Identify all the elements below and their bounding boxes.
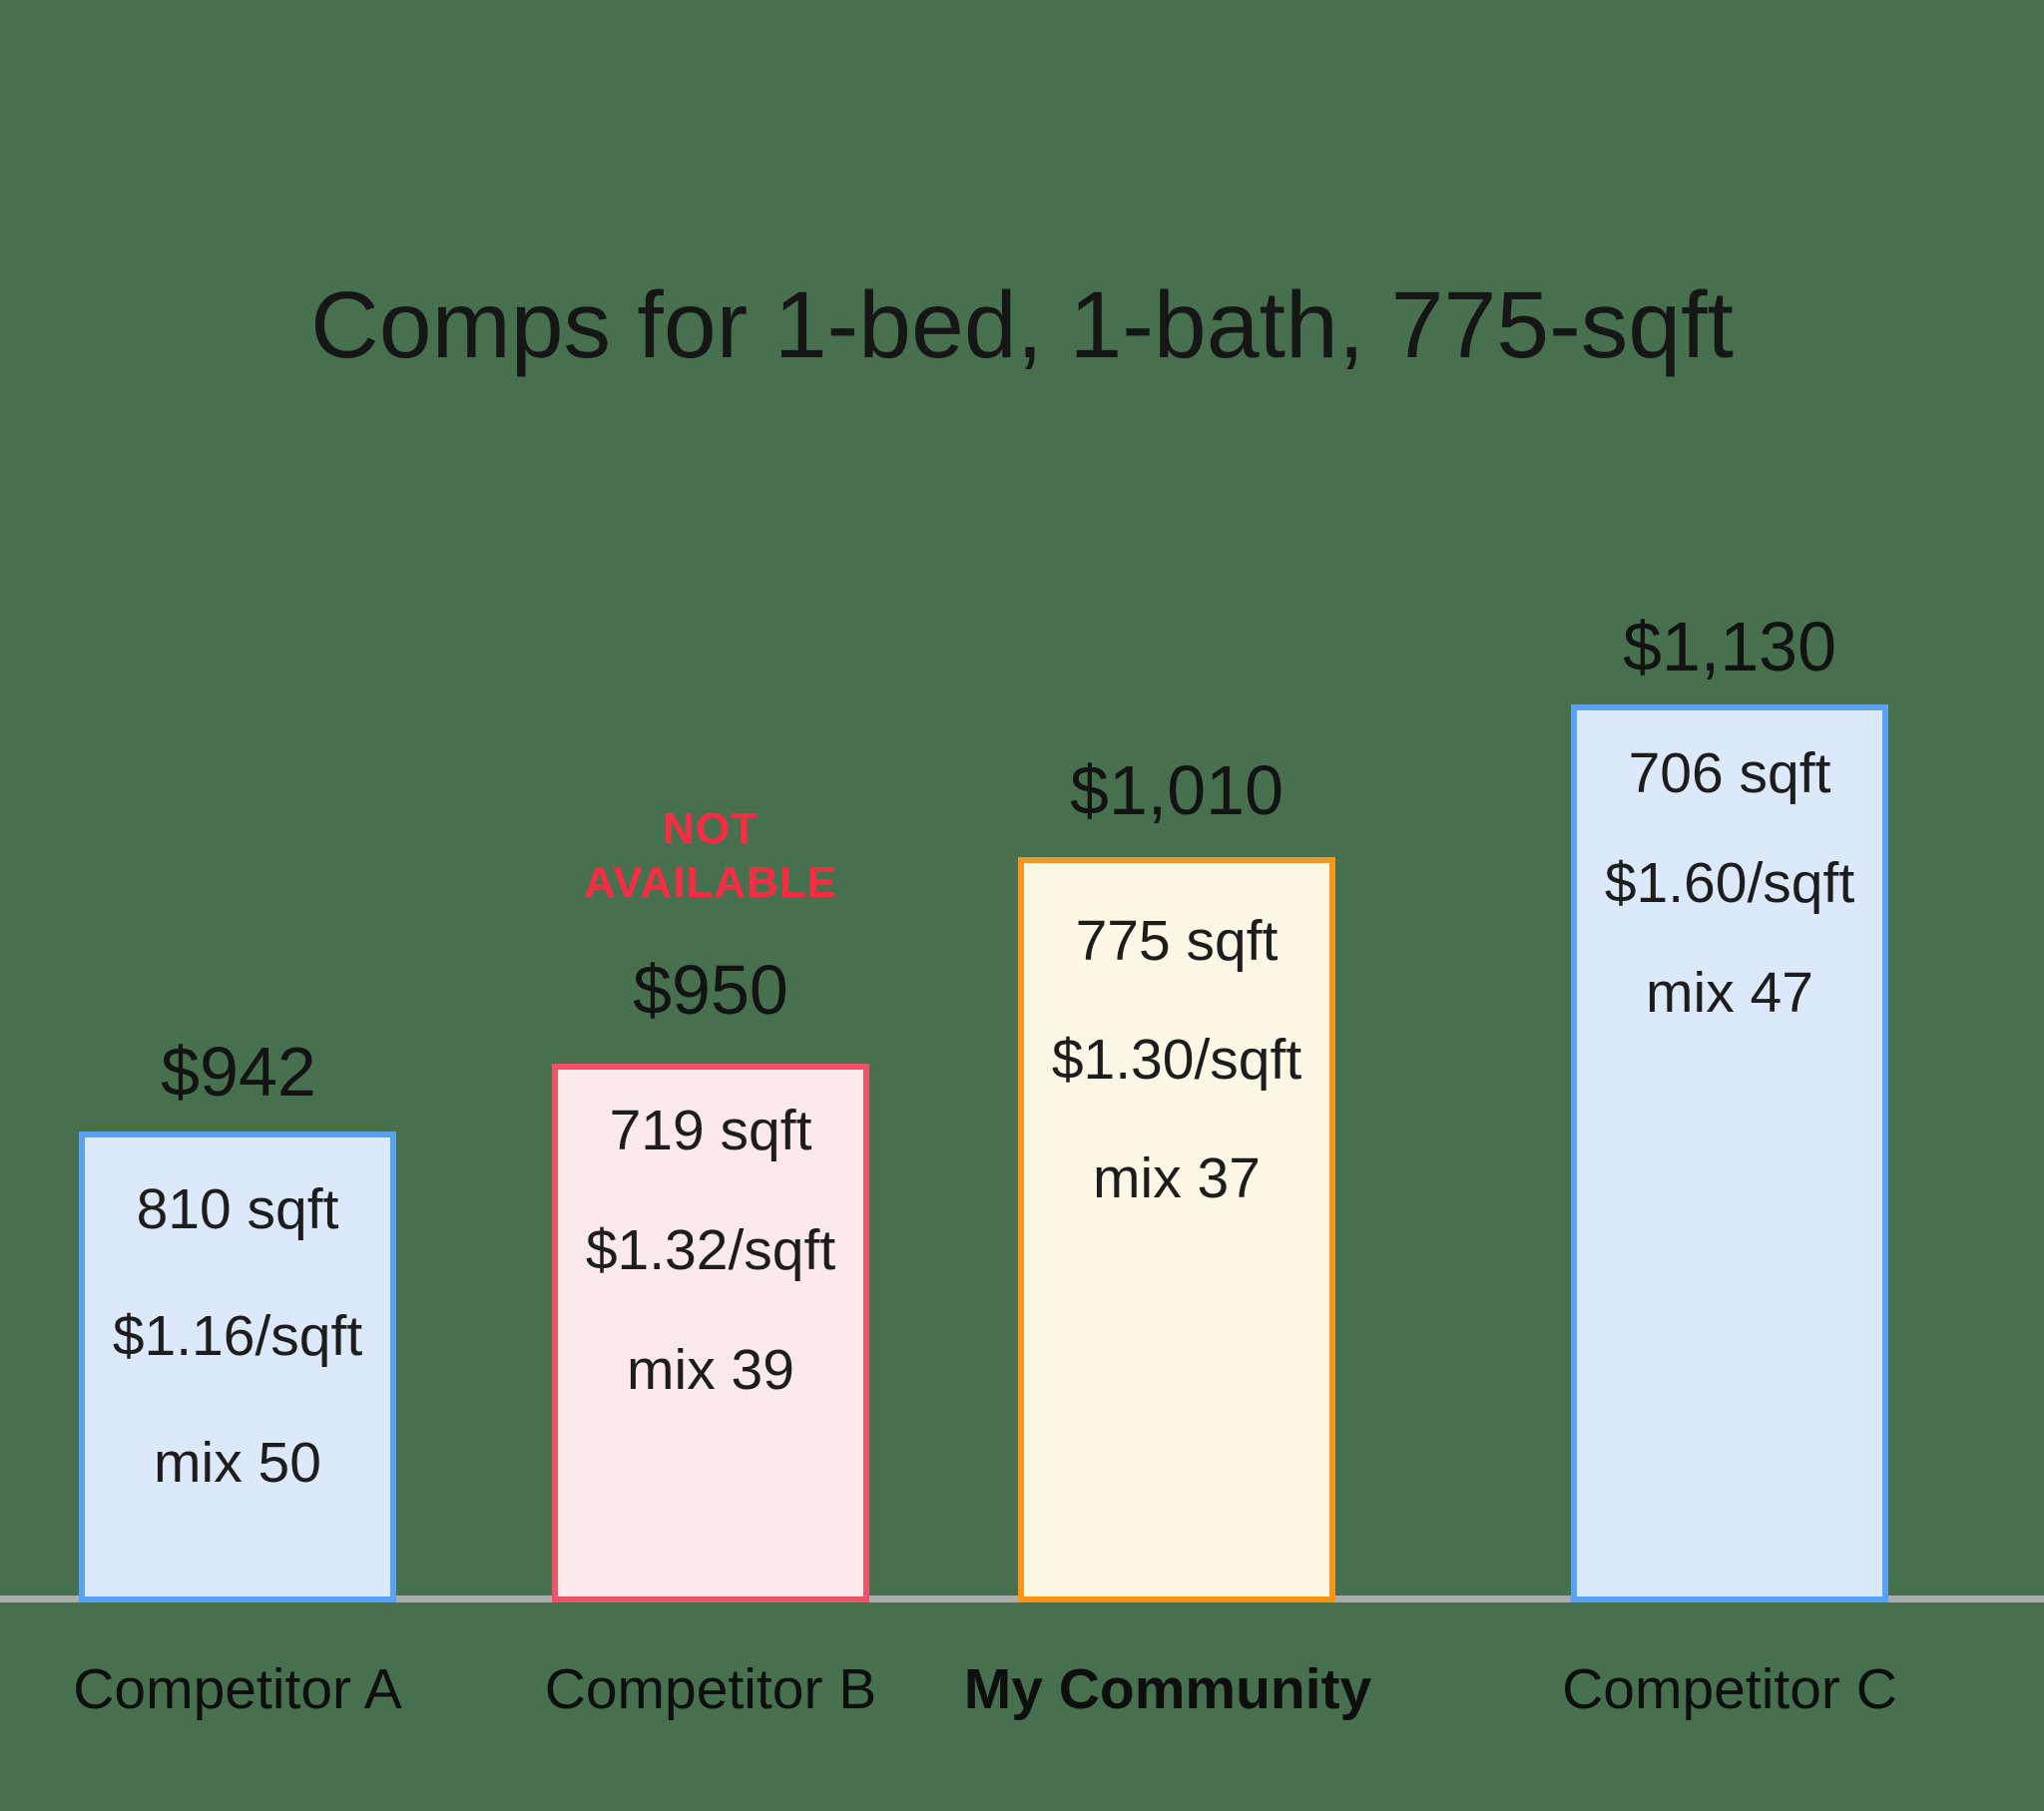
sqft-value: 706 sqft <box>1628 741 1831 805</box>
category-label-competitor-c: Competitor C <box>1562 1657 1897 1721</box>
mix-value: mix 39 <box>627 1338 794 1402</box>
price-per-sqft-value: $1.30/sqft <box>1051 1028 1302 1092</box>
price-label-my-community: $1,010 <box>1069 751 1284 829</box>
price-per-sqft-value: $1.60/sqft <box>1604 851 1855 915</box>
mix-value: mix 50 <box>154 1431 321 1495</box>
mix-value: mix 37 <box>1093 1146 1261 1210</box>
bar-competitor-a: 810 sqft $1.16/sqft mix 50 <box>79 1132 396 1602</box>
sqft-value: 719 sqft <box>609 1099 812 1162</box>
mix-value: mix 47 <box>1646 961 1813 1025</box>
category-label-my-community: My Community <box>963 1657 1372 1721</box>
sqft-value: 775 sqft <box>1075 909 1278 973</box>
bar-competitor-b: 719 sqft $1.32/sqft mix 39 <box>552 1064 869 1602</box>
bar-competitor-c: 706 sqft $1.60/sqft mix 47 <box>1571 704 1888 1602</box>
price-label-competitor-a: $942 <box>161 1033 316 1111</box>
bar-my-community: 775 sqft $1.30/sqft mix 37 <box>1018 857 1335 1602</box>
category-label-competitor-b: Competitor B <box>544 1657 877 1721</box>
price-label-competitor-b: $950 <box>633 951 788 1029</box>
not-available-annotation: NOT AVAILABLE <box>583 804 838 907</box>
price-per-sqft-value: $1.32/sqft <box>585 1218 836 1282</box>
price-label-competitor-c: $1,130 <box>1622 608 1837 685</box>
sqft-value: 810 sqft <box>136 1177 339 1241</box>
price-per-sqft-value: $1.16/sqft <box>112 1304 363 1368</box>
chart-title: Comps for 1-bed, 1-bath, 775-sqft <box>310 272 1734 378</box>
category-label-competitor-a: Competitor A <box>73 1657 402 1721</box>
